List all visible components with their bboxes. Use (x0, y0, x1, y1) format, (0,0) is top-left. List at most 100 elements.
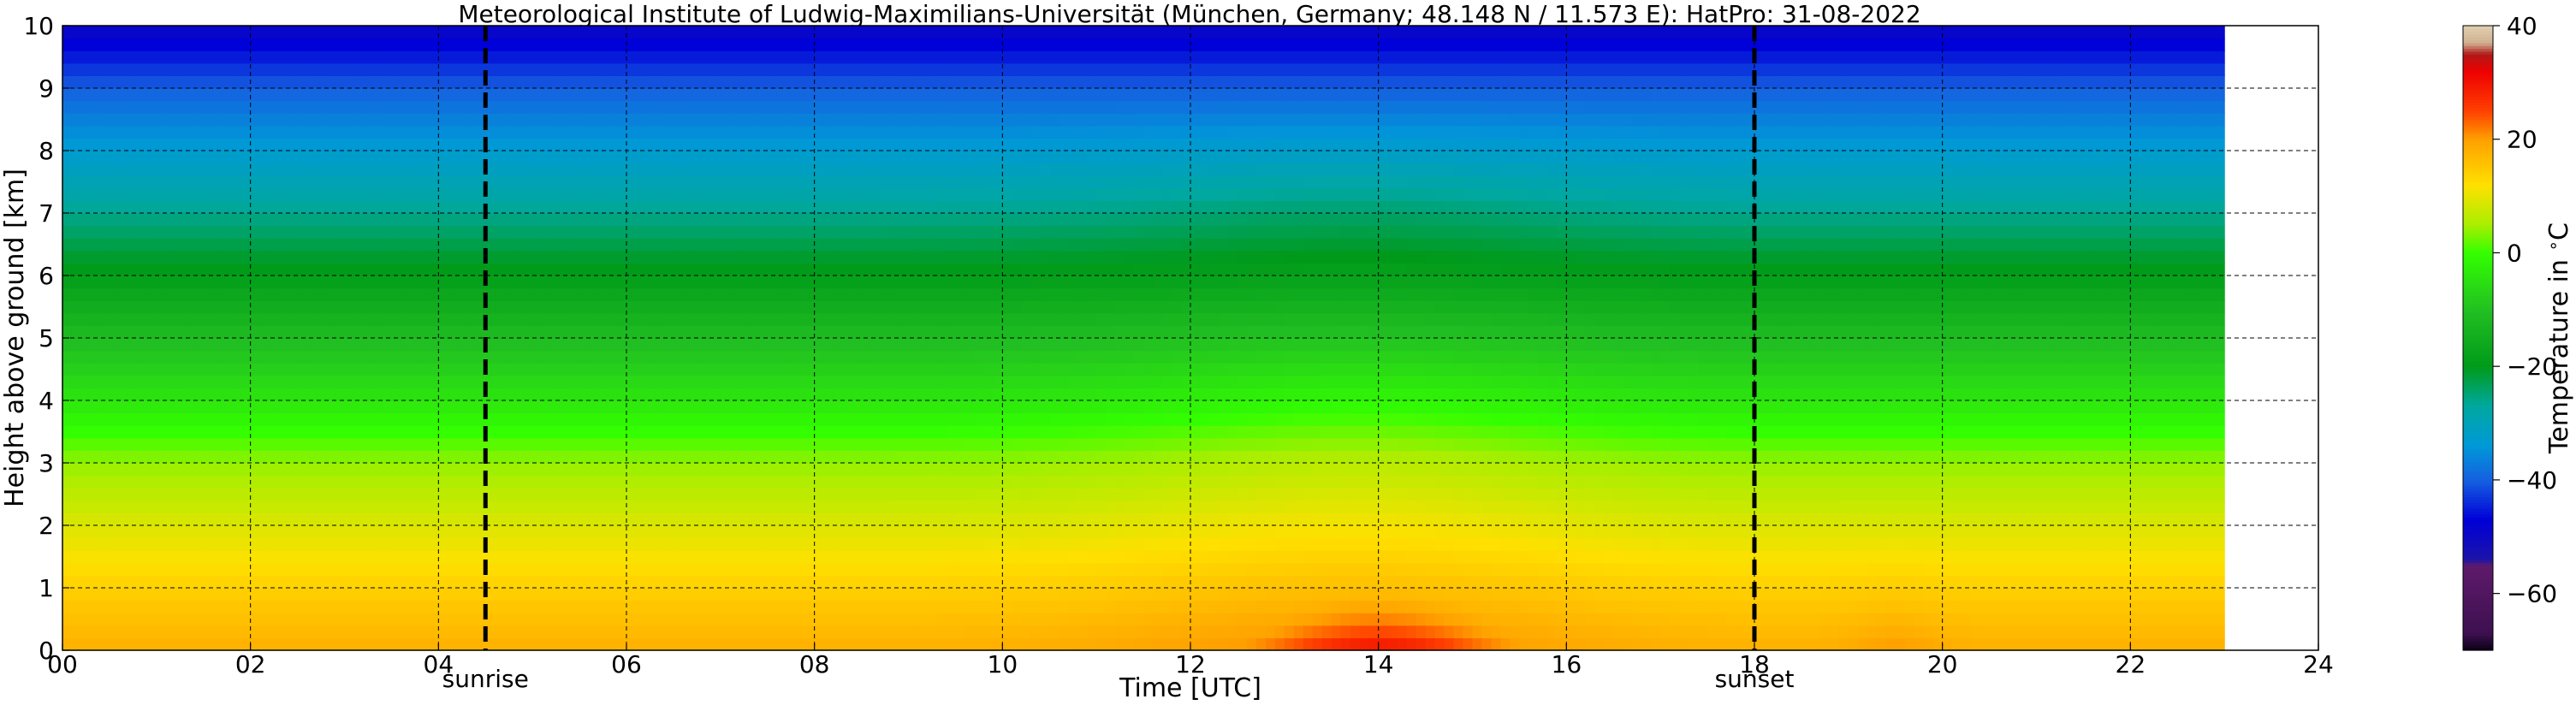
heatmap-cell (203, 412, 214, 426)
heatmap-cell (306, 500, 318, 513)
heatmap-cell (880, 400, 891, 414)
heatmap-cell (561, 312, 571, 326)
heatmap-cell (382, 100, 393, 114)
heatmap-cell (889, 613, 900, 626)
heatmap-cell (259, 26, 270, 39)
heatmap-cell (146, 88, 157, 102)
heatmap-cell (353, 175, 365, 189)
heatmap-cell (495, 50, 505, 64)
heatmap-cell (786, 50, 797, 64)
heatmap-cell (542, 363, 552, 376)
heatmap-cell (570, 562, 580, 576)
heatmap-cell (466, 125, 477, 139)
heatmap-cell (532, 388, 543, 401)
heatmap-cell (598, 388, 608, 401)
heatmap-cell (288, 625, 299, 638)
heatmap-cell (786, 275, 797, 289)
heatmap-cell (62, 75, 73, 89)
heatmap-cell (870, 113, 881, 127)
heatmap-cell (513, 363, 524, 376)
heatmap-cell (504, 325, 514, 339)
heatmap-cell (523, 637, 533, 651)
heatmap-cell (184, 550, 195, 564)
heatmap-cell (523, 275, 533, 289)
heatmap-cell (748, 113, 759, 127)
heatmap-cell (438, 163, 448, 176)
heatmap-cell (476, 537, 486, 551)
heatmap-cell (889, 363, 900, 376)
heatmap-cell (137, 263, 148, 276)
heatmap-cell (644, 263, 656, 276)
heatmap-cell (570, 575, 580, 589)
heatmap-cell (729, 125, 740, 139)
heatmap-cell (823, 325, 834, 339)
heatmap-cell (90, 238, 101, 252)
heatmap-cell (344, 275, 355, 289)
heatmap-cell (401, 512, 411, 526)
heatmap-cell (532, 350, 543, 364)
heatmap-cell (786, 525, 797, 539)
heatmap-cell (823, 400, 834, 414)
heatmap-cell (579, 225, 590, 239)
heatmap-cell (457, 512, 467, 526)
heatmap-cell (993, 300, 1003, 314)
heatmap-cell (823, 525, 834, 539)
heatmap-cell (523, 263, 533, 276)
heatmap-cell (259, 163, 270, 176)
heatmap-cell (212, 312, 223, 326)
heatmap-cell (288, 400, 299, 414)
heatmap-cell (137, 537, 148, 551)
heatmap-cell (325, 350, 336, 364)
heatmap-cell (542, 338, 552, 352)
heatmap-cell (353, 600, 365, 613)
heatmap-cell (99, 151, 110, 164)
heatmap-cell (165, 388, 176, 401)
heatmap-cell (974, 350, 984, 364)
heatmap-cell (682, 125, 693, 139)
heatmap-cell (561, 425, 571, 439)
heatmap-cell (682, 600, 693, 613)
heatmap-cell (823, 287, 834, 301)
heatmap-cell (429, 263, 439, 276)
heatmap-cell (231, 75, 242, 89)
heatmap-cell (269, 163, 280, 176)
heatmap-cell (833, 588, 844, 601)
heatmap-cell (908, 588, 919, 601)
heatmap-cell (485, 425, 496, 439)
heatmap-cell (691, 625, 703, 638)
heatmap-cell (382, 463, 393, 477)
heatmap-cell (936, 213, 947, 227)
heatmap-cell (231, 88, 242, 102)
heatmap-cell (523, 62, 533, 76)
heatmap-cell (908, 325, 919, 339)
heatmap-cell (889, 200, 900, 214)
heatmap-cell (476, 575, 486, 589)
heatmap-cell (485, 213, 496, 227)
heatmap-cell (842, 450, 853, 464)
heatmap-cell (353, 437, 365, 451)
heatmap-cell (673, 588, 684, 601)
heatmap-cell (212, 113, 223, 127)
heatmap-cell (654, 412, 665, 426)
heatmap-cell (504, 637, 514, 651)
heatmap-cell (720, 287, 731, 301)
heatmap-cell (99, 575, 110, 589)
heatmap-cell (993, 175, 1003, 189)
heatmap-cell (278, 588, 289, 601)
heatmap-cell (598, 488, 608, 501)
heatmap-cell (466, 263, 477, 276)
heatmap-cell (927, 338, 938, 352)
heatmap-cell (927, 275, 938, 289)
heatmap-cell (165, 263, 176, 276)
heatmap-cell (776, 113, 787, 127)
heatmap-cell (626, 163, 637, 176)
heatmap-cell (297, 75, 308, 89)
heatmap-cell (551, 287, 561, 301)
heatmap-cell (175, 400, 186, 414)
heatmap-cell (833, 200, 844, 214)
heatmap-cell (231, 588, 242, 601)
heatmap-cell (654, 625, 665, 638)
heatmap-cell (861, 38, 872, 51)
heatmap-cell (80, 550, 92, 564)
heatmap-cell (466, 250, 477, 264)
